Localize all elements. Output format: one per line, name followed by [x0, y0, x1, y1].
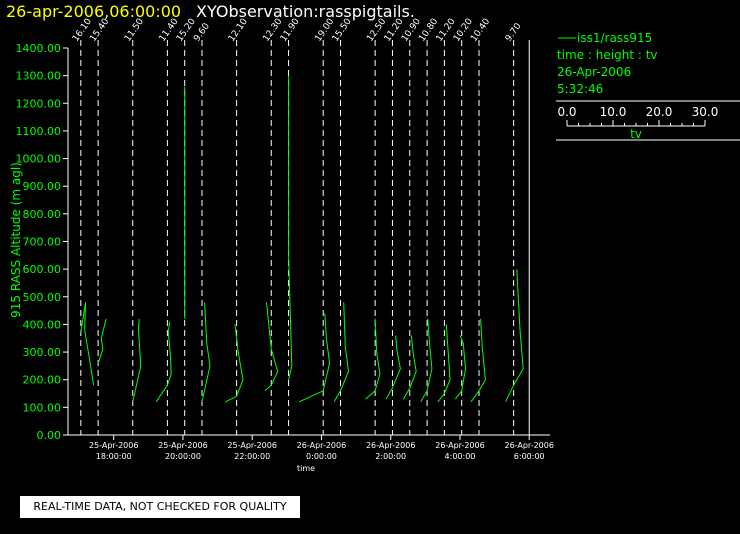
legend-tick-label: 10.0 — [600, 105, 627, 119]
profile-trace — [155, 321, 172, 403]
x-tick-label-date: 25-Apr-2006 — [227, 441, 276, 450]
profile-trace — [132, 318, 142, 402]
profile-trace — [470, 318, 486, 403]
profile-trace — [454, 335, 467, 400]
y-tick-label: 1200.00 — [16, 97, 62, 110]
x-tick-label-time: 6:00:00 — [514, 452, 545, 461]
profile-trace — [80, 302, 95, 386]
y-tick-label: 900.00 — [23, 180, 62, 193]
profile-trace — [437, 324, 451, 403]
legend-date: 26-Apr-2006 — [557, 65, 632, 79]
profile-trace — [505, 269, 524, 403]
y-tick-label: 800.00 — [23, 208, 62, 221]
profile-trace — [420, 318, 433, 403]
y-tick-label: 100.00 — [23, 401, 62, 414]
profile-trace — [201, 302, 211, 402]
profile-trace — [385, 335, 401, 400]
profile-trace — [298, 313, 331, 403]
x-tick-label-date: 26-Apr-2006 — [435, 441, 484, 450]
y-tick-label: 1300.00 — [16, 70, 62, 83]
x-tick-label-date: 26-Apr-2006 — [504, 441, 553, 450]
y-tick-label: 1000.00 — [16, 153, 62, 166]
legend-axes: time : height : tv — [557, 48, 658, 62]
x-tick-label-date: 25-Apr-2006 — [158, 441, 207, 450]
x-tick-label-time: 0:00:00 — [306, 452, 337, 461]
y-axis-label: 915 RASS Altitude (m agl) — [9, 162, 23, 318]
legend-scale-ticks: 0.0 10.0 20.0 30.0 — [557, 105, 718, 126]
legend-tick-label: 20.0 — [646, 105, 673, 119]
x-tick-label-date: 25-Apr-2006 — [89, 441, 138, 450]
profile-guide-lines — [80, 40, 530, 435]
profile-trace — [365, 318, 381, 400]
profile-trace — [225, 324, 244, 403]
x-axis-label: time — [297, 464, 315, 473]
x-tick-label-time: 4:00:00 — [445, 452, 476, 461]
quality-notice: REAL-TIME DATA, NOT CHECKED FOR QUALITY — [20, 496, 300, 518]
legend-time: 5:32:46 — [557, 82, 604, 96]
profile-trace — [264, 302, 279, 392]
y-tick-label: 400.00 — [23, 318, 62, 331]
data-profiles — [80, 75, 524, 403]
x-tick-label-time: 18:00:00 — [96, 452, 132, 461]
x-tick-label-date: 26-Apr-2006 — [297, 441, 346, 450]
y-tick-label: 300.00 — [23, 346, 62, 359]
x-tick-label-time: 22:00:00 — [234, 452, 270, 461]
y-tick-label: 500.00 — [23, 291, 62, 304]
profile-trace — [97, 318, 107, 364]
legend-scale-label: tv — [630, 127, 642, 141]
y-tick-label: 200.00 — [23, 374, 62, 387]
x-axis: 25-Apr-2006 18:00:00 25-Apr-2006 20:00:00 25… — [68, 434, 554, 461]
legend-tick-label: 30.0 — [692, 105, 719, 119]
legend-tick-label: 0.0 — [557, 105, 576, 119]
y-tick-label: 600.00 — [23, 263, 62, 276]
profile-base-label: 10.40 — [469, 17, 492, 44]
y-tick-label: 700.00 — [23, 236, 62, 249]
legend-series: iss1/rass915 — [577, 31, 653, 45]
legend: iss1/rass915 time : height : tv 26-Apr-2… — [557, 30, 658, 98]
profile-base-label: 9.70 — [504, 21, 524, 43]
profile-trace — [333, 302, 350, 403]
x-tick-label-time: 2:00:00 — [375, 452, 406, 461]
header-datetime: 26-apr-2006,06:00:00 — [6, 2, 182, 21]
x-tick-label-date: 26-Apr-2006 — [366, 441, 415, 450]
x-tick-label-time: 20:00:00 — [165, 452, 201, 461]
y-tick-label: 1100.00 — [16, 125, 62, 138]
page-title: XYObservation:rasspigtails. — [196, 2, 415, 21]
y-tick-label: 1400.00 — [16, 42, 62, 55]
y-tick-label: 0.00 — [37, 429, 62, 442]
profile-trace — [288, 75, 293, 380]
profile-trace — [402, 335, 417, 400]
y-axis: 0.00 100.00 200.00 300.00 400.00 500.00 600.00… — [16, 42, 69, 442]
